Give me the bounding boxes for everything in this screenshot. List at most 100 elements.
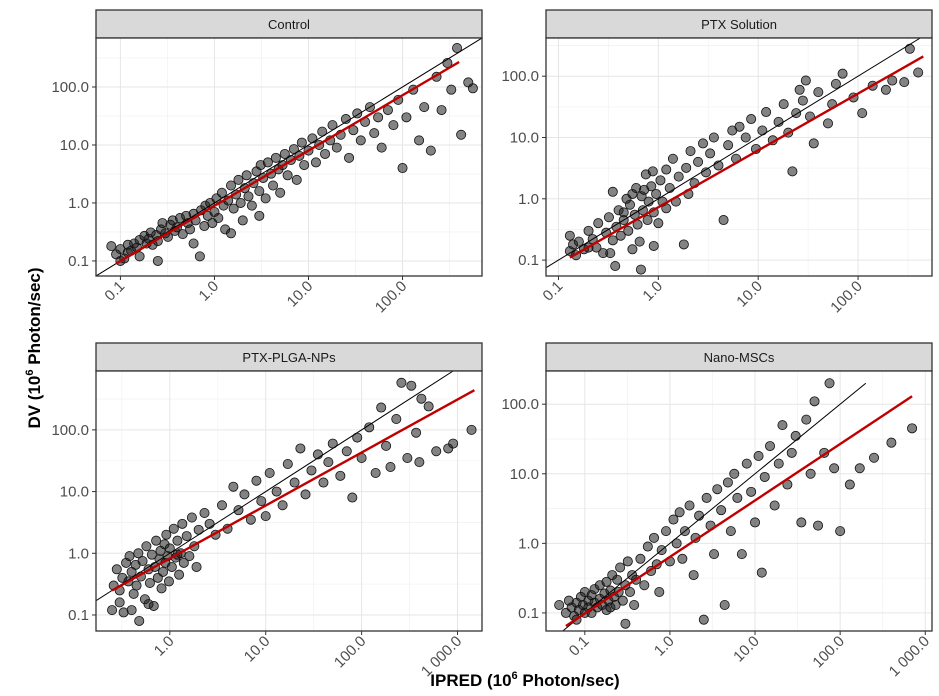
y-tick-label: 1.0 bbox=[68, 545, 89, 562]
data-point bbox=[268, 180, 279, 191]
data-point bbox=[216, 500, 227, 511]
y-tick-label: 100.0 bbox=[51, 422, 89, 439]
data-point bbox=[296, 137, 307, 148]
data-point bbox=[419, 102, 430, 113]
data-point bbox=[750, 517, 761, 528]
data-point bbox=[191, 561, 202, 572]
data-point bbox=[277, 500, 288, 511]
data-point bbox=[344, 152, 355, 163]
identity-line bbox=[546, 38, 921, 269]
y-tick-label: 10.0 bbox=[510, 129, 539, 146]
plot-area bbox=[96, 371, 477, 626]
data-point bbox=[734, 121, 745, 132]
data-point bbox=[622, 556, 633, 567]
data-point bbox=[270, 152, 281, 163]
data-point bbox=[341, 446, 352, 457]
data-point bbox=[134, 615, 145, 626]
data-point bbox=[610, 600, 621, 611]
data-point bbox=[396, 377, 407, 388]
data-point bbox=[126, 605, 137, 616]
plot-area bbox=[546, 38, 924, 275]
data-point bbox=[777, 420, 788, 431]
data-point bbox=[653, 218, 664, 229]
data-point bbox=[605, 248, 616, 259]
data-point bbox=[583, 225, 594, 236]
plot-area bbox=[554, 378, 918, 631]
data-point bbox=[184, 551, 195, 562]
data-point bbox=[601, 576, 612, 587]
data-point bbox=[188, 238, 199, 249]
data-point bbox=[239, 489, 250, 500]
data-point bbox=[719, 600, 730, 611]
x-tick-label: 1.0 bbox=[196, 278, 223, 305]
panel-title: Nano-MSCs bbox=[704, 350, 775, 365]
data-point bbox=[778, 99, 789, 110]
data-point bbox=[844, 479, 855, 490]
y-tick-label: 1.0 bbox=[518, 535, 539, 552]
data-point bbox=[352, 108, 363, 119]
data-point bbox=[661, 164, 672, 175]
data-point bbox=[705, 148, 716, 159]
data-point bbox=[869, 452, 880, 463]
data-point bbox=[204, 518, 215, 529]
data-point bbox=[181, 531, 192, 542]
data-point bbox=[243, 191, 254, 202]
data-point bbox=[886, 437, 897, 448]
data-point bbox=[618, 207, 629, 218]
data-point bbox=[813, 87, 824, 98]
data-point bbox=[723, 140, 734, 151]
data-point bbox=[260, 193, 271, 204]
data-point bbox=[913, 67, 924, 78]
data-point bbox=[446, 84, 457, 95]
data-point bbox=[114, 597, 125, 608]
x-tick-label: 100.0 bbox=[331, 633, 370, 672]
data-point bbox=[226, 180, 237, 191]
data-point bbox=[143, 599, 154, 610]
data-point bbox=[213, 213, 224, 224]
data-point bbox=[593, 218, 604, 229]
data-point bbox=[347, 492, 358, 503]
y-tick-label: 100.0 bbox=[501, 396, 539, 413]
data-point bbox=[279, 148, 290, 159]
data-point bbox=[133, 548, 144, 559]
data-point bbox=[668, 514, 679, 525]
data-point bbox=[688, 570, 699, 581]
data-point bbox=[107, 605, 118, 616]
data-point bbox=[431, 446, 442, 457]
x-axis-title: IPRED (106 Photon/sec) bbox=[430, 670, 619, 690]
data-point bbox=[245, 514, 256, 525]
data-point bbox=[797, 95, 808, 106]
data-point bbox=[185, 224, 196, 235]
panel-border bbox=[95, 370, 483, 632]
panel-title: PTX-PLGA-NPs bbox=[242, 350, 336, 365]
data-point bbox=[177, 518, 188, 529]
data-point bbox=[642, 541, 653, 552]
data-point bbox=[144, 577, 155, 588]
data-point bbox=[697, 138, 708, 149]
x-tick-label: 100.0 bbox=[827, 278, 866, 317]
data-point bbox=[152, 255, 163, 266]
data-point bbox=[106, 241, 117, 252]
y-tick-label: 0.1 bbox=[518, 252, 539, 269]
data-point bbox=[355, 135, 366, 146]
data-point bbox=[251, 475, 262, 486]
data-point bbox=[397, 163, 408, 174]
data-point bbox=[402, 453, 413, 464]
x-tick-label: 10.0 bbox=[284, 278, 317, 311]
data-point bbox=[318, 477, 329, 488]
data-point bbox=[709, 549, 720, 560]
data-point bbox=[186, 512, 197, 523]
data-point bbox=[111, 564, 122, 575]
data-point bbox=[674, 507, 685, 518]
data-point bbox=[899, 77, 910, 88]
data-point bbox=[131, 580, 142, 591]
x-tick-label: 100.0 bbox=[809, 633, 848, 672]
data-point bbox=[701, 492, 712, 503]
data-point bbox=[761, 107, 772, 118]
data-point bbox=[655, 175, 666, 186]
data-point bbox=[331, 142, 342, 153]
data-point bbox=[254, 186, 265, 197]
data-point bbox=[805, 468, 816, 479]
